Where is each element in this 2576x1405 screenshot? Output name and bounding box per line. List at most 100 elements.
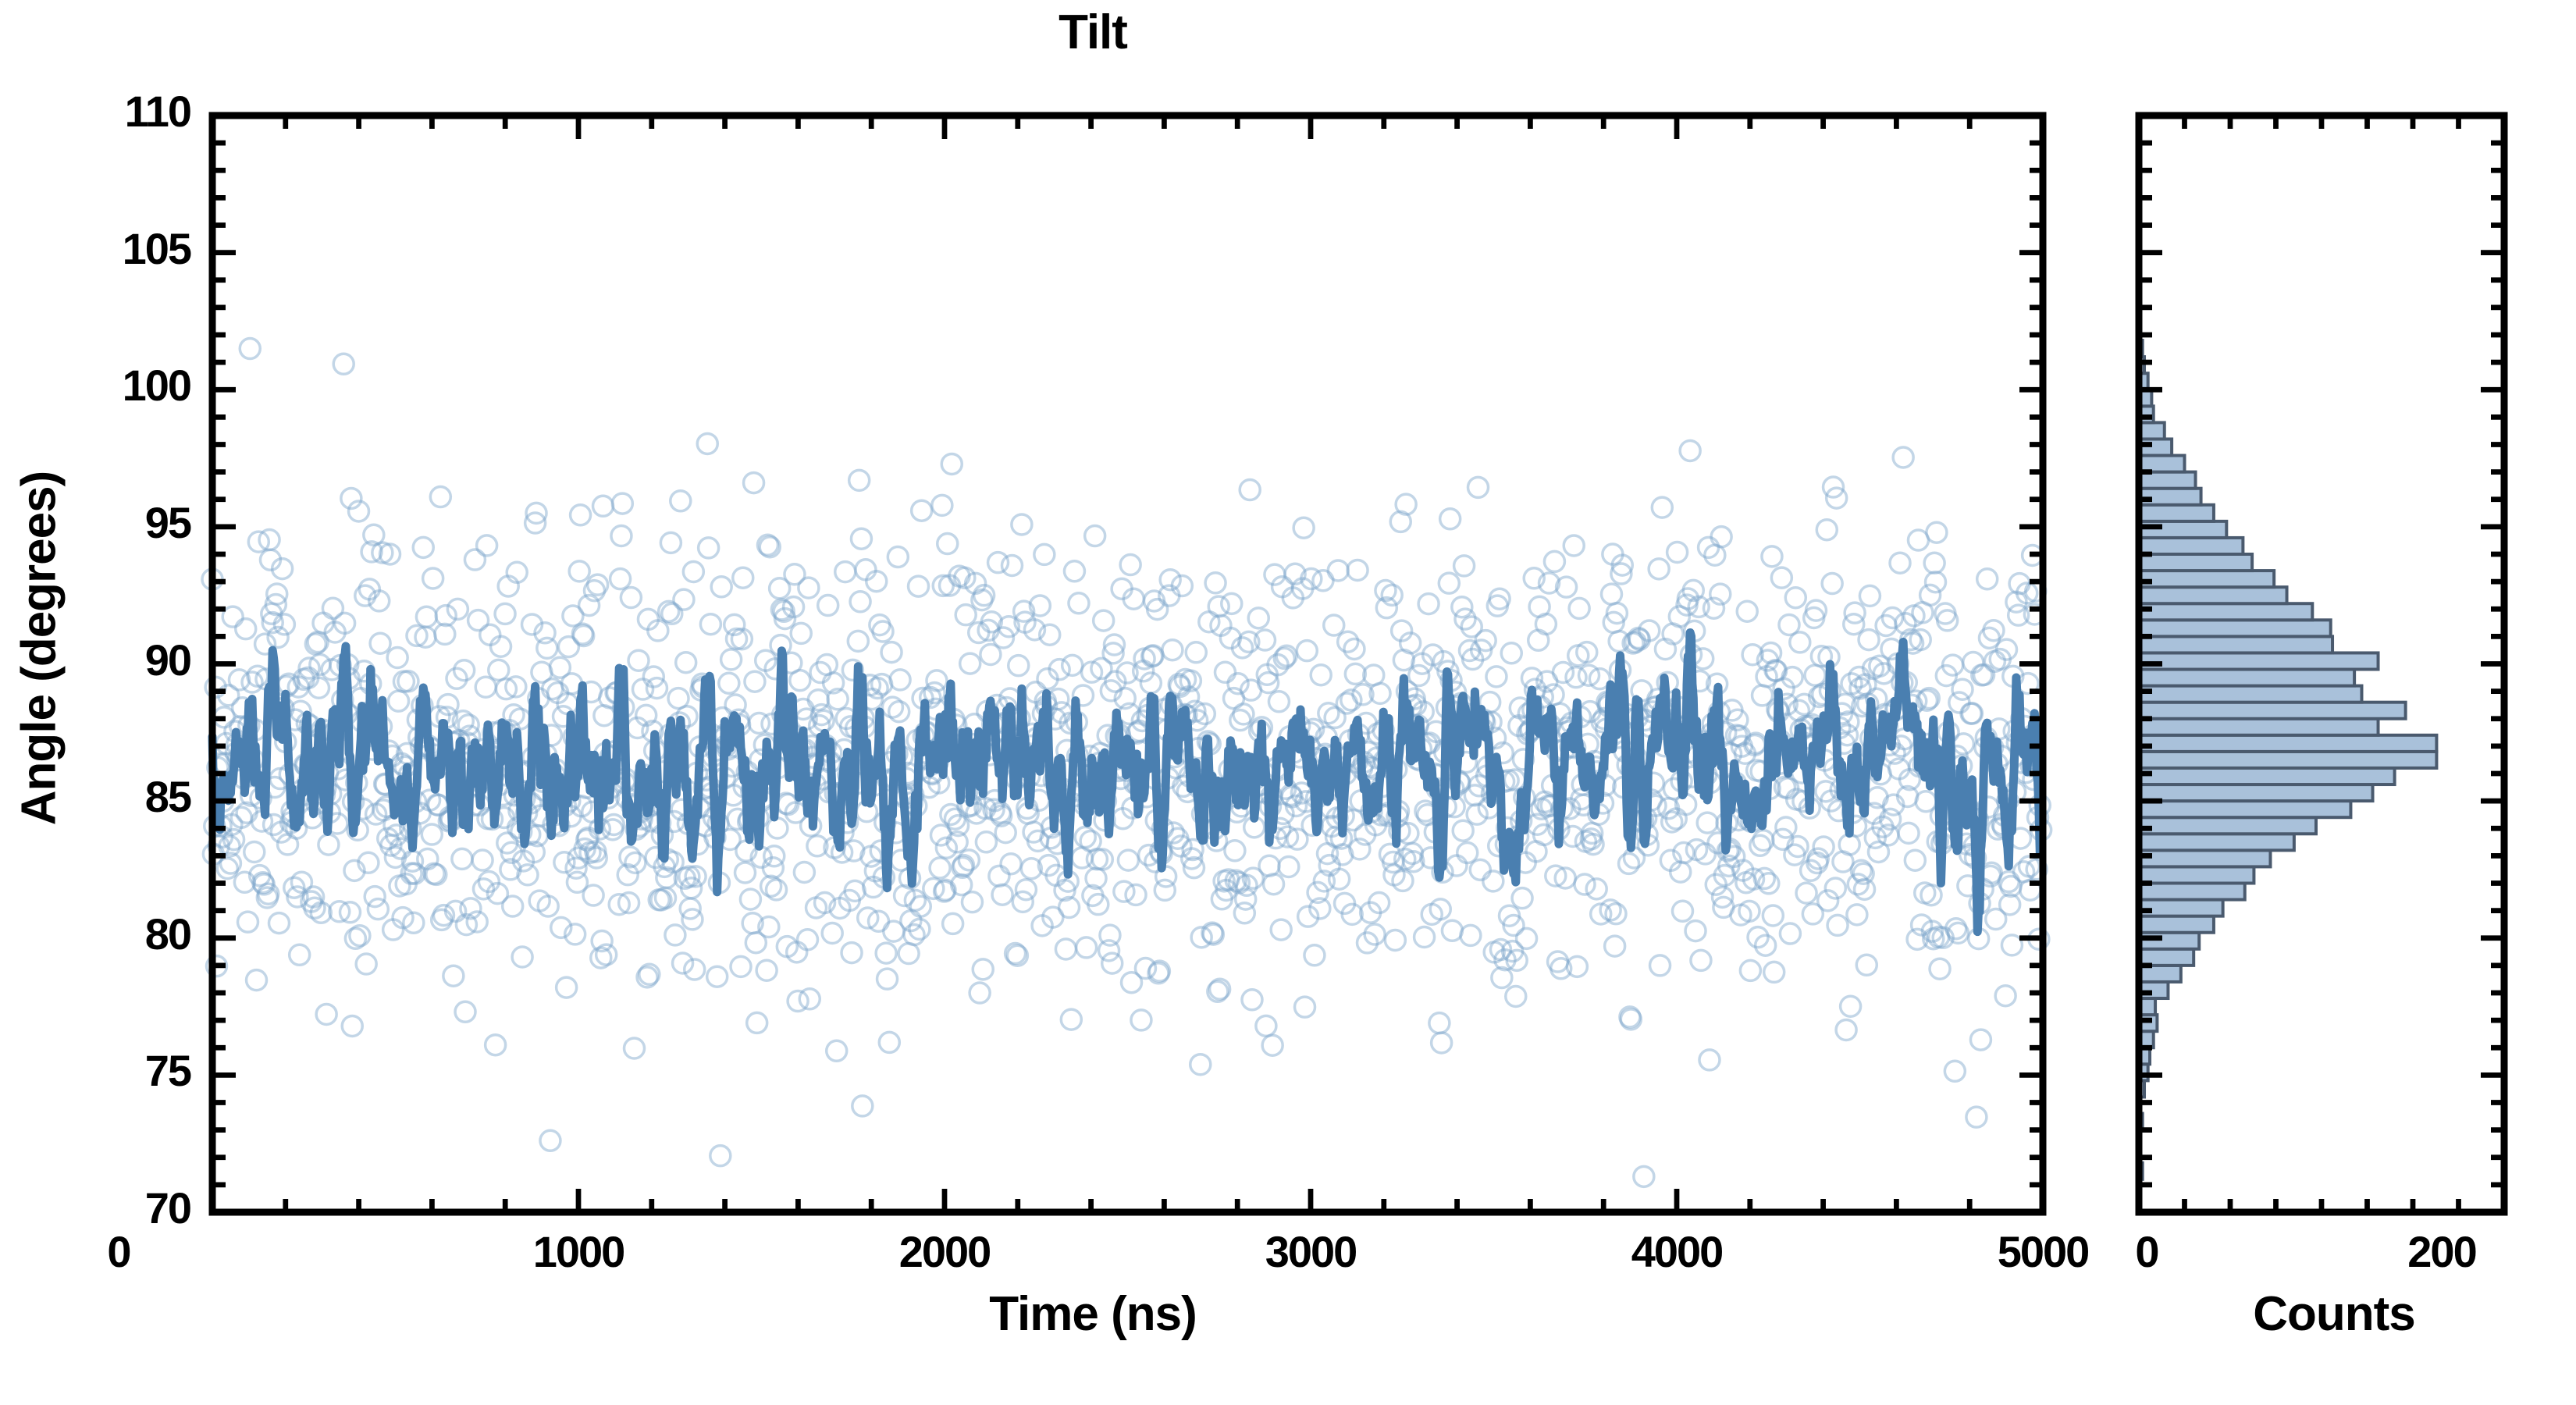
scatter-point [733, 861, 757, 884]
scatter-point [966, 621, 991, 645]
scatter-point [1815, 518, 1839, 542]
scatter-point [866, 676, 889, 700]
scatter-point [941, 912, 965, 936]
scatter-point [258, 528, 281, 552]
scatter-point [1756, 649, 1780, 672]
scatter-point [815, 653, 839, 677]
scatter-point [1812, 835, 1835, 859]
scatter-point [932, 880, 956, 903]
scatter-point [446, 597, 470, 621]
scatter-point [1806, 851, 1829, 875]
scatter-point [483, 1033, 507, 1057]
scatter-point [710, 575, 733, 599]
scatter-point [1140, 645, 1164, 668]
scatter-point [1824, 486, 1848, 510]
scatter-point [709, 1144, 732, 1168]
histogram-bar [2137, 881, 2247, 902]
scatter-point [1101, 642, 1125, 665]
scatter-point [813, 891, 837, 915]
scatter-point [489, 635, 513, 658]
scatter-point [576, 826, 600, 850]
scatter-point [971, 958, 994, 981]
scatter-point [286, 675, 311, 699]
running-average-line-layer [208, 628, 2046, 937]
scatter-point [653, 886, 678, 910]
scatter-point [1007, 653, 1030, 678]
scatter-point [909, 895, 933, 918]
scatter-point [568, 503, 592, 527]
scatter-point [882, 919, 906, 943]
scatter-point [582, 884, 605, 907]
scatter-point [1880, 606, 1905, 630]
scatter-point [999, 852, 1023, 876]
scatter-point [216, 683, 240, 707]
scatter-point [496, 831, 519, 855]
scatter-point [1502, 913, 1525, 937]
scatter-point [505, 560, 528, 585]
hist-tick-label-0: 0 [2135, 1227, 2159, 1276]
scatter-point [1402, 849, 1425, 873]
scatter-point [1201, 921, 1224, 944]
scatter-point [1189, 1052, 1212, 1076]
scatter-point [834, 560, 857, 584]
scatter-point [607, 892, 631, 916]
scatter-point [1054, 937, 1078, 961]
scatter-point [705, 965, 729, 988]
scatter-point [1292, 516, 1315, 539]
scatter-point [1019, 856, 1044, 880]
scatter-point [1276, 825, 1300, 848]
scatter-point [1618, 1005, 1642, 1029]
scatter-point [970, 588, 994, 612]
scatter-point [773, 606, 797, 631]
scatter-point [745, 1011, 769, 1035]
scatter-point [1922, 927, 1945, 951]
scatter-point [618, 845, 642, 869]
scatter-point [908, 917, 931, 941]
scatter-point [354, 952, 378, 976]
scatter-point [1909, 628, 1932, 652]
x-tick-label-4000: 4000 [1631, 1227, 1724, 1276]
scatter-point [1650, 496, 1674, 519]
scatter-point [411, 535, 436, 560]
y-tick-label-85: 85 [144, 772, 192, 822]
scatter-point [1375, 596, 1399, 620]
scatter-point [681, 908, 704, 931]
scatter-point [348, 923, 372, 948]
scatter-point [1363, 923, 1386, 946]
scatter-point [1493, 948, 1517, 972]
scatter-point [1420, 902, 1443, 927]
scatter-point [781, 595, 806, 619]
scatter-point [1224, 869, 1248, 892]
scatter-point [1585, 877, 1608, 901]
scatter-point [840, 941, 863, 965]
scatter-point [523, 511, 547, 535]
scatter-point [1255, 663, 1279, 687]
scatter-point [1085, 847, 1109, 871]
scatter-point [772, 599, 795, 624]
scatter-point [682, 958, 706, 981]
scatter-point [477, 870, 501, 894]
scatter-point [627, 649, 650, 672]
scatter-point [405, 624, 429, 648]
scatter-point [1327, 867, 1351, 891]
scatter-point [1786, 834, 1809, 859]
scatter-point [1277, 855, 1300, 879]
scatter-point [443, 899, 468, 923]
scatter-point [511, 945, 534, 969]
scatter-point [619, 585, 643, 610]
scatter-point [717, 671, 741, 695]
scatter-point [338, 901, 362, 924]
scatter-point [1746, 925, 1770, 949]
scatter-point [1343, 662, 1368, 686]
scatter-point [1713, 863, 1737, 887]
scatter-point [965, 802, 988, 825]
scatter-point [1632, 1165, 1656, 1189]
scatter-point [767, 577, 792, 600]
scatter-point [307, 676, 331, 699]
scatter-point [1283, 562, 1307, 586]
scatter-point [1934, 663, 1959, 688]
scatter-point [333, 611, 357, 635]
scatter-point [909, 499, 934, 522]
scatter-point [1567, 644, 1590, 667]
